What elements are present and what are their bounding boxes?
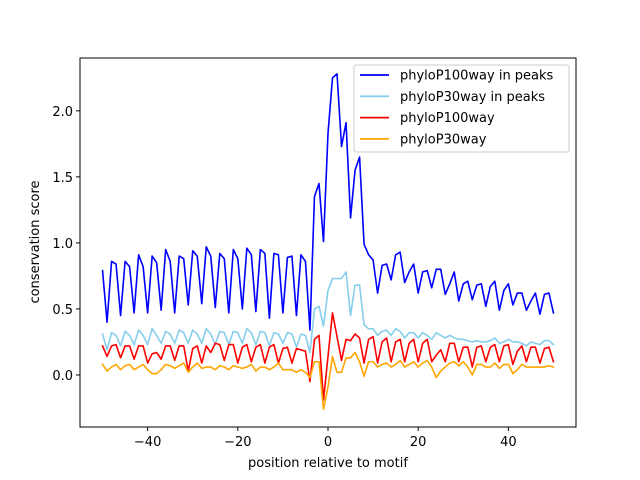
y-axis-label: conservation score	[28, 180, 43, 303]
x-tick-label: 0	[324, 435, 332, 450]
series-line-3	[101, 351, 555, 411]
legend-label: phyloP30way in peaks	[400, 90, 545, 105]
legend: phyloP100way in peaks phyloP30way in peak…	[353, 64, 570, 153]
legend-label: phyloP30way	[400, 132, 487, 147]
legend-label: phyloP100way in peaks	[400, 69, 554, 84]
x-axis-label: position relative to motif	[248, 456, 408, 471]
legend-entry: phyloP100way in peaks	[360, 69, 554, 84]
legend-box	[353, 64, 570, 153]
y-tick-label: 0.5	[52, 303, 73, 318]
x-axis: −40 −20 0 20 40	[134, 427, 517, 450]
y-tick-label: 1.0	[52, 237, 73, 252]
x-tick-label: −20	[224, 435, 251, 450]
y-tick-label: 0.0	[52, 369, 73, 384]
series-line-2	[101, 312, 555, 401]
y-axis: 0.0 0.5 1.0 1.5 2.0	[52, 105, 80, 384]
y-tick-label: 1.5	[52, 171, 73, 186]
series-line-0	[101, 73, 555, 331]
series-line-1	[101, 271, 555, 354]
x-tick-label: −40	[134, 435, 161, 450]
x-tick-label: 20	[410, 435, 427, 450]
legend-entry: phyloP100way	[360, 111, 495, 126]
legend-entry: phyloP30way in peaks	[360, 90, 545, 105]
legend-entry: phyloP30way	[360, 132, 487, 147]
x-tick-label: 40	[500, 435, 517, 450]
series-layer	[101, 73, 555, 411]
legend-label: phyloP100way	[400, 111, 495, 126]
y-tick-label: 2.0	[52, 105, 73, 120]
